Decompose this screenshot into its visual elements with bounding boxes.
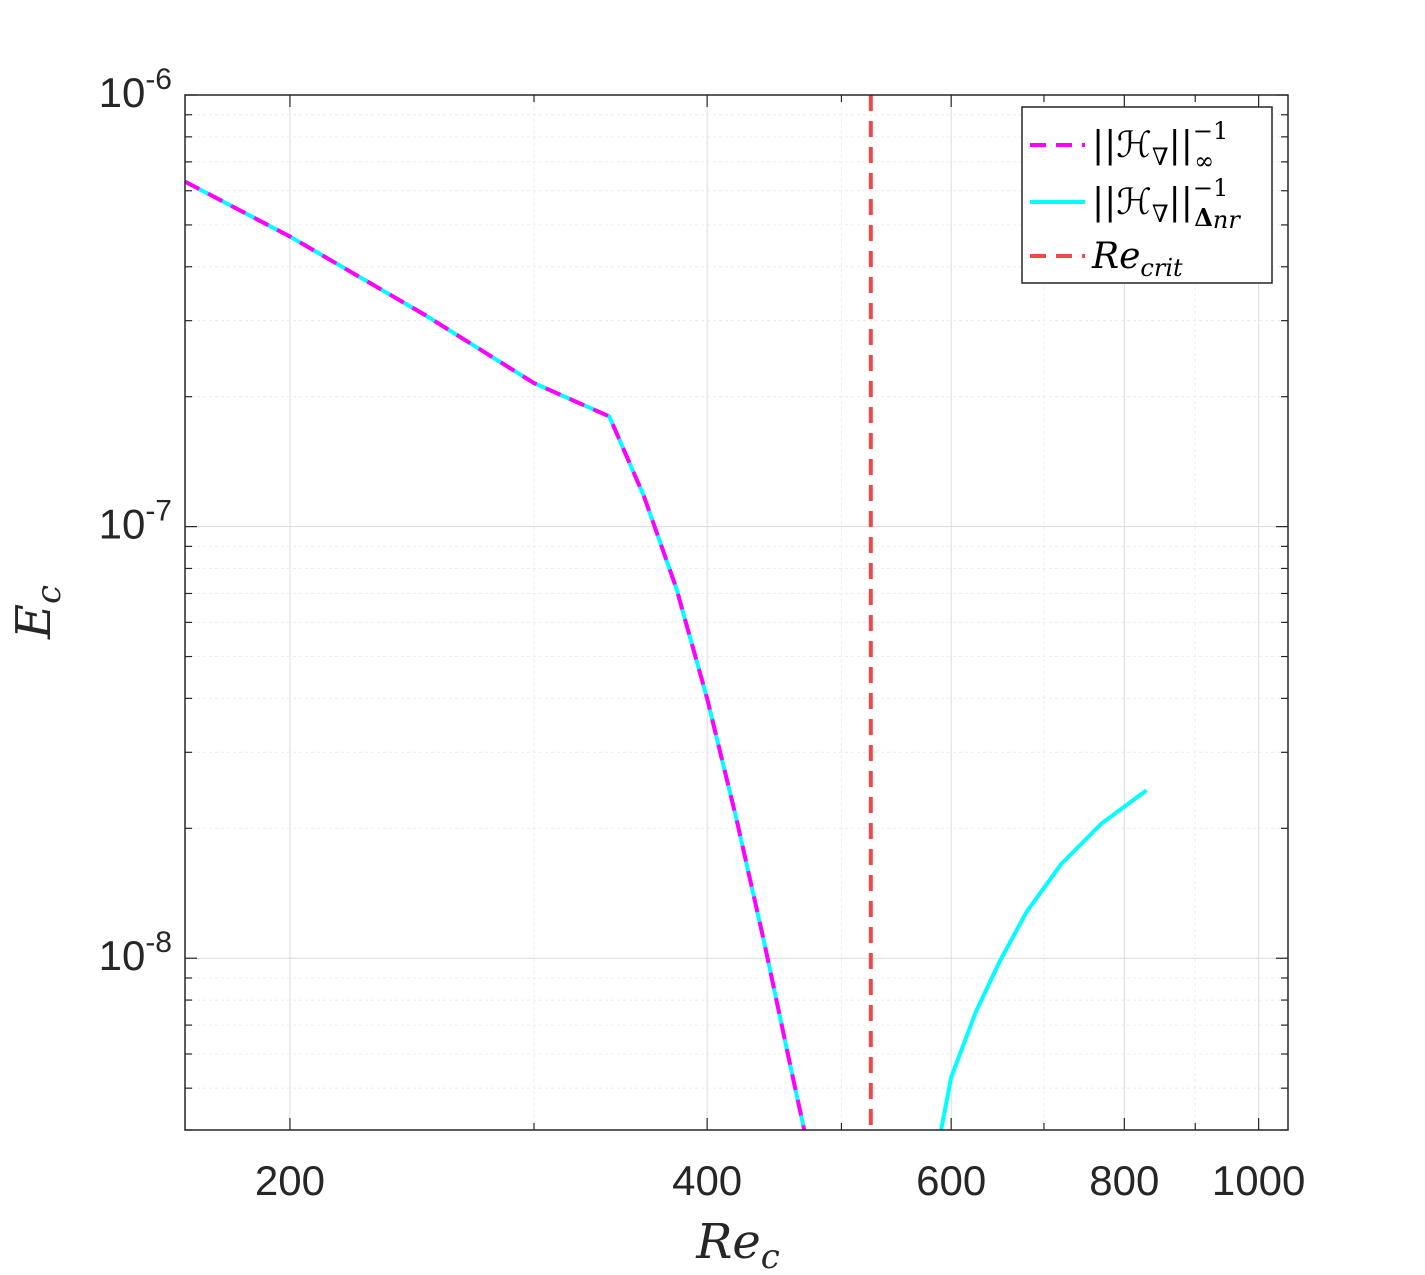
y-tick-label: 10-7 <box>99 495 172 548</box>
x-tick-labels: 200 400 600 800 1000 <box>255 1157 1305 1204</box>
y-tick-label: 10-8 <box>99 926 172 979</box>
legend-label-hinf: ||ℋ∇||−1 ∞ <box>1092 117 1228 175</box>
legend-box <box>1021 106 1273 284</box>
axis-ticks <box>185 94 1288 1131</box>
legend-label-recrit: Recrit <box>1091 236 1183 282</box>
y-tick-labels: 10-8 10-7 10-6 <box>99 63 172 979</box>
x-tick-label: 800 <box>1089 1157 1159 1204</box>
plot-frame <box>184 94 1289 1131</box>
y-tick-label: 10-6 <box>99 63 172 116</box>
legend: ||ℋ∇||−1 ∞ ||ℋ∇||−1 Δnr Recrit <box>1021 106 1273 284</box>
x-tick-label: 1000 <box>1212 1157 1305 1204</box>
series-hinf-line-0 <box>185 179 807 1130</box>
y-axis-title: Ec <box>6 585 69 640</box>
x-axis-title-sub: c <box>761 1237 780 1275</box>
y-axis-title-sub: c <box>29 585 69 604</box>
x-axis-title-main: Re <box>695 1214 761 1270</box>
series-hdelta-line-1 <box>939 788 1148 1130</box>
x-tick-label: 600 <box>916 1157 986 1204</box>
x-tick-label: 400 <box>672 1157 742 1204</box>
x-tick-label: 200 <box>255 1157 325 1204</box>
x-axis-title: Rec <box>695 1214 780 1275</box>
y-axis-title-main: E <box>6 604 62 640</box>
legend-label-hdelta: ||ℋ∇||−1 Δnr <box>1092 174 1241 234</box>
series-layer <box>185 95 1148 1130</box>
